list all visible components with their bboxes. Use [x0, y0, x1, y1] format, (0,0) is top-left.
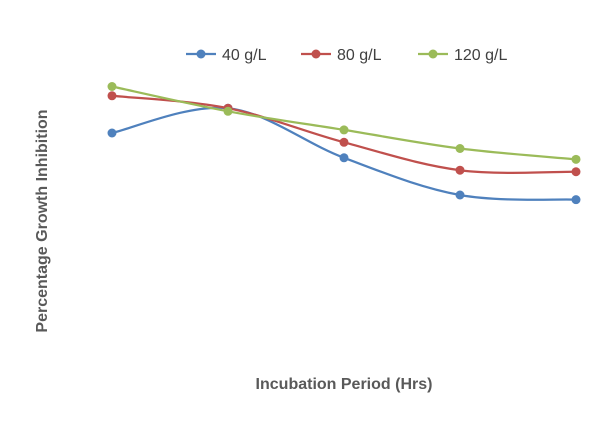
legend-swatch-marker — [428, 49, 438, 59]
data-point-80-g-l-4 — [455, 165, 465, 175]
legend-item-80-g-l: 80 g/L — [301, 47, 382, 64]
data-point-40-g-l-3 — [339, 153, 349, 163]
chart-legend: 40 g/L 80 g/L 120 g/L — [186, 47, 507, 64]
legend-swatch-marker — [196, 49, 206, 59]
data-point-120-g-l-3 — [339, 125, 349, 135]
data-point-80-g-l-3 — [339, 137, 349, 147]
series-40-g-l — [107, 103, 581, 205]
data-point-120-g-l-5 — [571, 154, 581, 164]
data-point-120-g-l-2 — [223, 106, 233, 116]
legend-item-40-g-l: 40 g/L — [186, 47, 267, 64]
legend-label: 40 g/L — [222, 47, 267, 64]
legend-label: 120 g/L — [454, 47, 507, 64]
series-line-120-g-l — [110, 85, 578, 161]
x-axis-title: Incubation Period (Hrs) — [256, 376, 433, 393]
data-point-40-g-l-5 — [571, 195, 581, 205]
legend-swatch-marker — [311, 49, 321, 59]
series-layer — [107, 82, 581, 205]
legend-label: 80 g/L — [337, 47, 382, 64]
data-point-40-g-l-4 — [455, 190, 465, 200]
data-point-80-g-l-5 — [571, 167, 581, 177]
series-120-g-l — [107, 82, 581, 164]
data-point-80-g-l-1 — [107, 91, 117, 101]
data-point-40-g-l-1 — [107, 128, 117, 138]
y-axis-title: Percentage Growth Inhibition — [34, 109, 51, 332]
data-point-120-g-l-4 — [455, 144, 465, 153]
data-point-120-g-l-1 — [107, 82, 117, 91]
legend-item-120-g-l: 120 g/L — [418, 47, 507, 64]
